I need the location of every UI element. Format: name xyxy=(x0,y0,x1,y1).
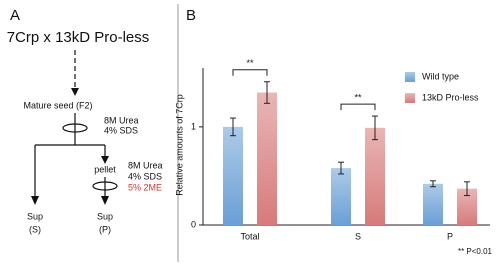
sup-label: (S) xyxy=(29,224,41,234)
step1-label: 8M Urea xyxy=(104,115,139,125)
panel-label: B xyxy=(186,7,196,24)
y-tick-label: 1 xyxy=(191,121,196,131)
y-axis-label: Relative amounts of 7Crp xyxy=(174,94,184,196)
y-tick-label: 0 xyxy=(191,219,196,229)
legend-label: Wild type xyxy=(422,71,459,81)
spin-icon xyxy=(92,181,118,191)
sup-label: (P) xyxy=(99,224,111,234)
arrow-head xyxy=(71,88,79,96)
step2-label: 8M Urea xyxy=(128,160,163,170)
sup-label: Sup xyxy=(97,211,113,221)
bar xyxy=(331,168,351,225)
legend-swatch xyxy=(405,72,415,82)
bar xyxy=(223,126,243,225)
error-bar xyxy=(230,117,236,137)
bar xyxy=(423,183,443,225)
arrow-head xyxy=(101,196,109,205)
error-bar xyxy=(264,81,270,104)
x-tick-label: S xyxy=(355,231,361,241)
error-bar xyxy=(372,115,378,141)
panel-label: A xyxy=(10,7,20,24)
sup-label: Sup xyxy=(27,211,43,221)
step1-label: 4% SDS xyxy=(104,125,138,135)
step2-label: 4% SDS xyxy=(128,171,162,181)
spin-icon xyxy=(62,123,88,133)
significance-bracket xyxy=(340,103,376,111)
error-bar xyxy=(338,161,344,175)
x-tick-label: P xyxy=(447,231,453,241)
significance-label: ** xyxy=(246,58,254,68)
arrow-head xyxy=(101,156,109,164)
arrow-head xyxy=(31,196,39,205)
footnote: ** P<0.01 xyxy=(458,247,493,256)
panel-a: A 7Crp x 13kD Pro-less Mature seed (F2) … xyxy=(7,7,163,234)
error-bar xyxy=(464,181,470,197)
bar xyxy=(457,188,477,225)
bar xyxy=(365,127,385,225)
bar xyxy=(257,92,277,225)
x-tick-label: Total xyxy=(240,231,259,241)
step2-label: 5% 2ME xyxy=(128,182,162,192)
seed-label: Mature seed (F2) xyxy=(23,100,92,110)
significance-bracket xyxy=(232,69,268,76)
significance-label: ** xyxy=(354,92,362,102)
pellet-label: pellet xyxy=(94,164,116,174)
legend-swatch xyxy=(405,93,415,103)
error-bar xyxy=(430,180,436,188)
cross-label: 7Crp x 13kD Pro-less xyxy=(7,29,150,46)
legend-label: 13kD Pro-less xyxy=(422,92,479,102)
